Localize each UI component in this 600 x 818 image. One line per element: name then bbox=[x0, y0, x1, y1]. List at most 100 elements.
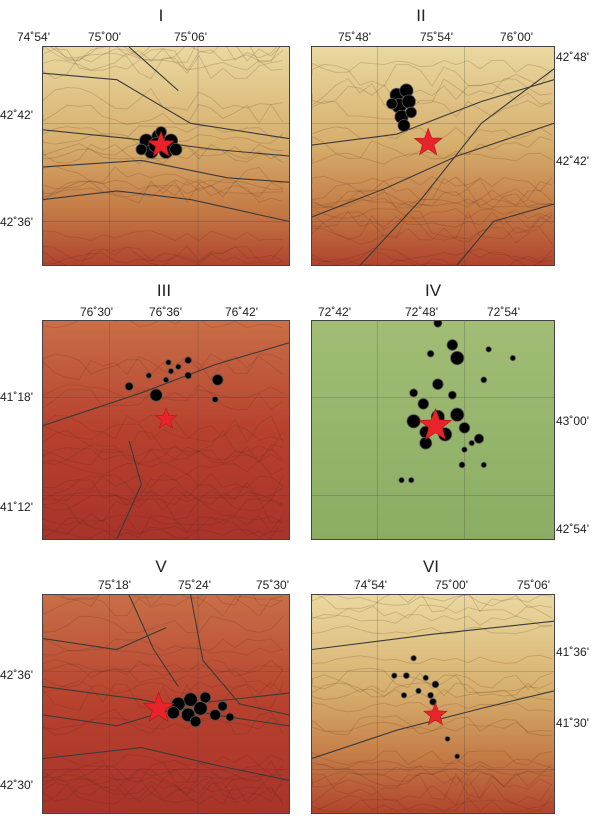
relief-map bbox=[311, 46, 555, 266]
relief-contour bbox=[312, 595, 553, 607]
relief-contour bbox=[312, 59, 553, 74]
relief-contour bbox=[43, 595, 284, 608]
epicenter-marker bbox=[429, 698, 437, 706]
epicenter-marker bbox=[410, 655, 417, 662]
relief-contour bbox=[43, 353, 284, 376]
relief-contour bbox=[312, 77, 553, 107]
relief-contour bbox=[43, 178, 284, 190]
relief-contour bbox=[43, 355, 284, 381]
lat-tick: 42˚36' bbox=[0, 668, 33, 682]
epicenter-marker bbox=[149, 388, 163, 402]
map-svg bbox=[312, 321, 554, 539]
epicenter-marker bbox=[509, 354, 516, 362]
epicenter-marker bbox=[450, 351, 465, 366]
lon-tick: 74˚54' bbox=[17, 30, 50, 44]
map-svg bbox=[312, 47, 554, 265]
relief-contour bbox=[43, 759, 284, 783]
epicenter-marker bbox=[447, 390, 457, 400]
relief-contour bbox=[43, 48, 284, 72]
epicenter-marker bbox=[468, 440, 475, 447]
epicenter-marker bbox=[386, 97, 398, 110]
epicenter-marker bbox=[400, 692, 408, 699]
map-svg bbox=[43, 595, 289, 813]
epicenter-marker bbox=[169, 142, 183, 156]
relief-contour bbox=[43, 663, 284, 673]
relief-contour bbox=[43, 180, 284, 204]
relief-contour bbox=[43, 781, 284, 806]
relief-contour bbox=[43, 708, 284, 736]
lon-tick: 74˚54' bbox=[354, 578, 387, 592]
relief-contour bbox=[43, 528, 284, 539]
fault-line bbox=[312, 122, 554, 218]
relief-contour bbox=[312, 152, 553, 165]
epicenter-marker bbox=[454, 753, 460, 760]
epicenter-marker bbox=[417, 398, 430, 410]
fault-line bbox=[128, 47, 179, 92]
lat-tick: 42˚48' bbox=[556, 50, 589, 64]
relief-contour bbox=[312, 721, 553, 733]
lat-tick: 42˚30' bbox=[0, 778, 33, 792]
relief-contour bbox=[312, 613, 552, 627]
relief-contour bbox=[43, 252, 284, 265]
relief-contour bbox=[43, 52, 284, 80]
fault-line bbox=[312, 79, 554, 146]
epicenter-marker bbox=[166, 706, 180, 720]
relief-contour bbox=[43, 58, 284, 71]
relief-contour bbox=[312, 126, 553, 140]
lat-tick: 41˚30' bbox=[556, 716, 589, 730]
epicenter-marker bbox=[405, 106, 417, 119]
relief-contour bbox=[312, 595, 553, 613]
relief-contour bbox=[43, 491, 284, 506]
epicenter-marker bbox=[406, 414, 421, 429]
relief-contour bbox=[43, 446, 284, 461]
epicenter-marker bbox=[480, 376, 488, 384]
map-svg bbox=[43, 47, 289, 265]
epicenter-marker bbox=[433, 321, 443, 328]
panel-label: VI bbox=[422, 557, 440, 576]
fault-line bbox=[116, 440, 142, 539]
mainshock-star bbox=[154, 407, 178, 429]
relief-contour bbox=[43, 778, 284, 803]
mainshock-star bbox=[142, 691, 175, 722]
fault-line bbox=[190, 595, 289, 716]
relief-contour bbox=[43, 449, 284, 466]
epicenter-marker bbox=[444, 736, 451, 742]
epicenter-marker bbox=[426, 349, 435, 358]
relief-contour bbox=[43, 494, 284, 512]
relief-contour bbox=[312, 794, 553, 813]
relief-contour bbox=[43, 774, 284, 796]
fault-line bbox=[359, 68, 554, 265]
lon-tick: 76˚30' bbox=[80, 305, 113, 319]
relief-map bbox=[311, 594, 555, 814]
relief-contour bbox=[43, 474, 284, 502]
epicenter-marker bbox=[211, 396, 219, 403]
relief-contour bbox=[43, 515, 284, 535]
lat-tick: 41˚36' bbox=[556, 645, 589, 659]
relief-contour bbox=[312, 207, 553, 219]
panel-label: III bbox=[156, 281, 172, 300]
relief-contour bbox=[43, 767, 284, 783]
lon-tick: 75˚54' bbox=[420, 30, 453, 44]
epicenter-marker bbox=[199, 691, 212, 704]
relief-map bbox=[42, 46, 290, 266]
relief-contour bbox=[43, 753, 284, 767]
lon-tick: 75˚48' bbox=[338, 30, 371, 44]
epicenter-marker bbox=[473, 433, 485, 444]
relief-contour bbox=[312, 667, 553, 691]
lon-tick: 72˚54' bbox=[487, 305, 520, 319]
fault-line bbox=[128, 595, 179, 687]
lon-tick: 75˚00' bbox=[88, 30, 121, 44]
fault-line bbox=[43, 72, 289, 140]
relief-contour bbox=[312, 772, 553, 801]
relief-contour bbox=[43, 185, 284, 195]
epicenter-marker bbox=[446, 339, 459, 351]
relief-contour bbox=[312, 197, 553, 207]
relief-contour bbox=[312, 227, 553, 246]
panel-label: V bbox=[155, 557, 167, 576]
relief-contour bbox=[312, 750, 553, 766]
relief-contour bbox=[312, 175, 553, 193]
epicenter-marker bbox=[427, 691, 434, 699]
relief-contour bbox=[43, 321, 284, 329]
epicenter-marker bbox=[403, 672, 410, 679]
relief-contour bbox=[312, 758, 553, 769]
